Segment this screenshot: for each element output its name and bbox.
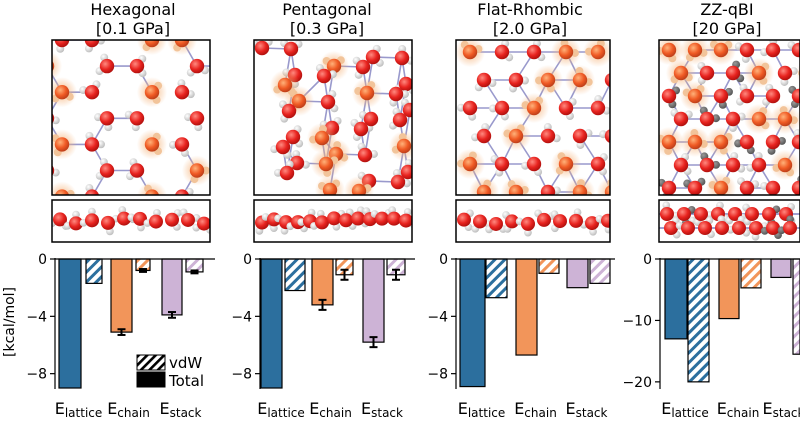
x-tick-label-stack: Estack: [160, 399, 202, 419]
panel-title-zz-qbi: ZZ-qBI: [700, 0, 753, 19]
panel-pressure-zz-qbi: [20 GPa]: [692, 19, 761, 38]
x-tick-label-stack: Estack: [763, 399, 800, 419]
x-tick-label-stack: Estack: [566, 399, 608, 419]
x-tick-label-stack: Estack: [361, 399, 403, 419]
x-tick-label-lattice: Elattice: [257, 399, 305, 419]
structure-side-view-3: [456, 200, 615, 242]
bar-total-stack: [363, 259, 384, 342]
bar-total-stack: [567, 259, 588, 288]
bar-total-lattice: [261, 259, 282, 388]
bar-vdw-chain: [741, 259, 761, 288]
bar-vdw-lattice: [486, 259, 507, 298]
legend-total-swatch: [137, 372, 165, 387]
panel-title-pentagonal: Pentagonal: [282, 0, 371, 19]
y-tick-label: −4: [231, 309, 252, 325]
panel-pressure-flat-rhombic: [2.0 GPa]: [493, 19, 567, 38]
y-tick-label: −20: [622, 375, 652, 391]
bar-vdw-chain: [539, 259, 559, 273]
y-tick-label: 0: [243, 252, 252, 268]
x-tick-label-chain: Echain: [717, 399, 760, 419]
panel-pressure-hexagonal: [0.1 GPa]: [96, 19, 170, 38]
panel-pressure-pentagonal: [0.3 GPa]: [290, 19, 364, 38]
chart-3: Elattice Echain Estack 0 −4 −8: [427, 252, 615, 419]
x-tick-label-chain: Echain: [309, 399, 352, 419]
structure-top-view-4: [654, 35, 800, 203]
structure-top-view-3: [455, 37, 627, 207]
y-axis-label: [kcal/mol]: [2, 287, 18, 357]
bar-total-chain: [312, 259, 333, 305]
bar-total-lattice: [665, 259, 687, 339]
bar-vdw-lattice: [285, 259, 305, 291]
x-tick-label-chain: Echain: [107, 399, 150, 419]
bar-vdw-lattice: [86, 259, 102, 283]
panel-title-hexagonal: Hexagonal: [90, 0, 175, 19]
panel-title-flat-rhombic: Flat-Rhombic: [477, 0, 583, 19]
bar-total-lattice: [460, 259, 485, 387]
structure-top-view-1: [2, 0, 375, 394]
y-tick-label: −8: [427, 367, 448, 383]
y-tick-label: 0: [643, 252, 652, 268]
x-tick-label-lattice: Elattice: [55, 399, 103, 419]
bar-total-lattice: [59, 259, 81, 388]
bar-total-chain: [111, 259, 132, 332]
y-tick-label: 0: [38, 252, 47, 268]
legend-vdw-swatch: [137, 355, 165, 370]
x-tick-label-chain: Echain: [514, 399, 557, 419]
bar-vdw-stack: [590, 259, 610, 283]
x-tick-label-lattice: Elattice: [661, 399, 709, 419]
y-tick-label: −4: [427, 309, 448, 325]
bar-total-stack: [162, 259, 182, 315]
bar-total-chain: [719, 259, 739, 319]
panel-titles: Hexagonal [0.1 GPa] Pentagonal [0.3 GPa]…: [90, 0, 761, 38]
structure-side-view-2: [254, 200, 418, 242]
y-tick-label: −10: [622, 313, 652, 329]
structure-side-view-4: [659, 200, 800, 242]
structure-side-view-1: [48, 200, 214, 242]
y-tick-label: −8: [26, 367, 47, 383]
legend: vdW Total: [137, 354, 204, 390]
x-tick-label-lattice: Elattice: [458, 399, 506, 419]
y-tick-label: −8: [231, 367, 252, 383]
y-tick-label: 0: [439, 252, 448, 268]
legend-total-label: Total: [168, 372, 204, 390]
bar-vdw-lattice: [688, 259, 709, 382]
bar-vdw-stack: [793, 259, 800, 354]
bar-total-stack: [771, 259, 791, 277]
bar-total-chain: [516, 259, 537, 355]
y-tick-label: −4: [26, 309, 47, 325]
structure-top-view-2: [250, 38, 422, 206]
legend-vdw-label: vdW: [169, 354, 202, 372]
